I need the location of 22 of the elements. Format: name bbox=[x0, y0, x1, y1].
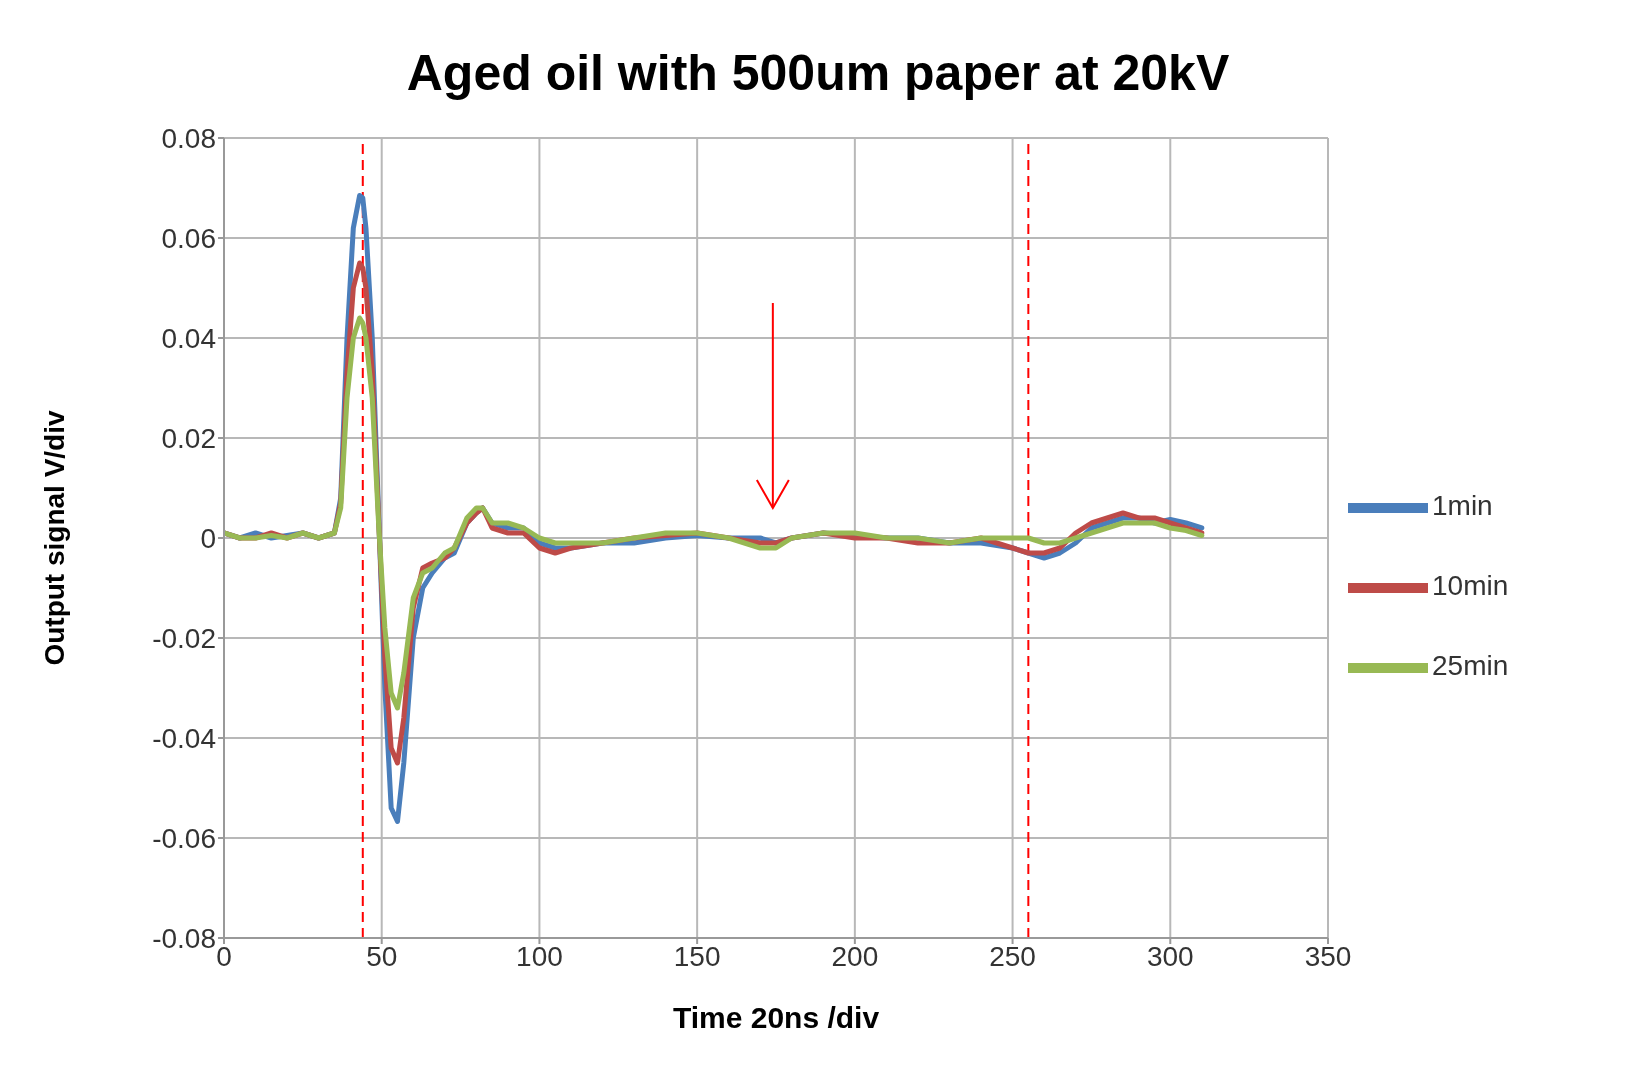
legend-label: 1min bbox=[1432, 490, 1493, 522]
y-tick-label: 0.02 bbox=[161, 422, 216, 454]
x-tick-label: 200 bbox=[831, 940, 879, 972]
y-tick-label: -0.08 bbox=[152, 922, 216, 954]
y-tick-label: 0 bbox=[200, 522, 216, 554]
x-axis-title: Time 20ns /div bbox=[672, 1001, 880, 1034]
legend-label: 25min bbox=[1432, 650, 1509, 682]
y-tick-label: 0.08 bbox=[161, 122, 216, 154]
y-tick-label: 0.06 bbox=[161, 222, 216, 254]
x-tick-label: 350 bbox=[1304, 940, 1352, 972]
y-tick-label: -0.04 bbox=[152, 722, 216, 754]
x-tick-label: 250 bbox=[989, 940, 1036, 972]
chart-title: Aged oil with 500um paper at 20kV bbox=[405, 44, 1231, 103]
y-tick-label: -0.06 bbox=[152, 822, 216, 854]
x-tick-label: 150 bbox=[673, 940, 721, 972]
x-tick-label: 300 bbox=[1146, 940, 1194, 972]
y-tick-label: 0.04 bbox=[161, 322, 216, 354]
y-tick-label: -0.02 bbox=[152, 622, 216, 654]
y-axis-title: Output signal V/div bbox=[38, 410, 70, 666]
legend-label: 10min bbox=[1432, 570, 1509, 602]
x-tick-label: 50 bbox=[366, 940, 398, 972]
x-tick-label: 100 bbox=[516, 940, 563, 972]
